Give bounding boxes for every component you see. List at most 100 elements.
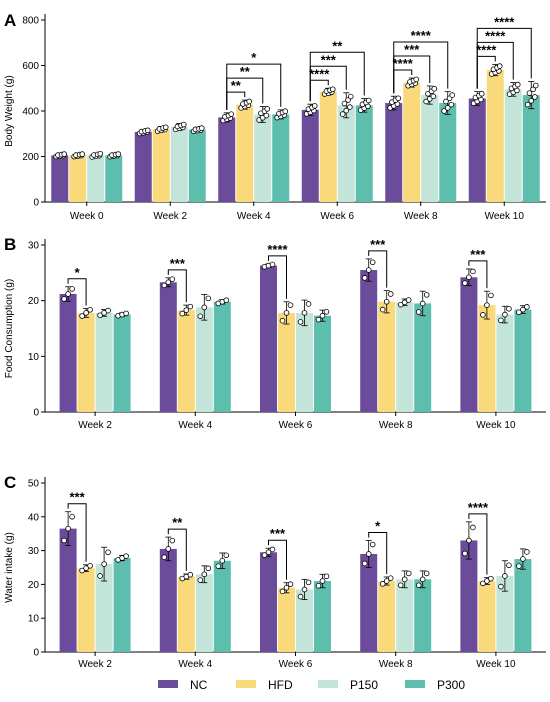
y-tick-label: 30 [28,241,40,252]
data-point [180,121,187,128]
data-point [197,313,204,320]
data-point [488,575,494,582]
bar-p300 [522,95,540,202]
data-point [246,98,253,105]
significance-label: * [375,518,381,533]
data-point [183,307,190,313]
y-tick-label: 0 [33,648,39,659]
significance-label: *** [470,247,486,262]
x-tick-label: Week 4 [178,420,212,431]
significance-bracket [67,278,87,306]
data-point [219,557,226,564]
data-point [514,81,521,88]
data-point [405,297,412,303]
panel-b: B Food Consumption (g) 0 10 20 30 Week 2 Week 4… [4,235,546,431]
data-point [480,312,486,318]
legend-label: P300 [437,678,465,692]
bar-p300 [414,579,432,652]
data-point [165,279,172,286]
bar-nc [260,265,277,412]
data-point [205,295,212,302]
significance-bracket [67,503,87,562]
data-point [319,578,326,584]
bar-nc [218,117,236,202]
y-tick-label: 30 [28,546,40,557]
data-point [123,553,129,559]
bar-hfd [478,581,496,652]
data-point [516,563,522,569]
data-point [187,571,194,578]
legend: NC HFD P150 P300 [158,678,465,692]
data-point [261,552,268,558]
bar-hfd [486,70,504,202]
data-point [165,546,172,552]
data-point [415,582,422,589]
data-point [79,151,86,157]
significance-label: *** [404,42,420,57]
data-point [161,554,168,560]
y-axis-label: Food Consumption (g) [4,279,15,379]
data-point [423,292,430,298]
bar-p300 [272,114,290,202]
x-tick-label: Week 6 [279,659,313,670]
bar-hfd [152,129,170,202]
panel-letter: A [4,11,16,30]
x-tick-label: Week 0 [70,211,104,222]
data-point [201,571,208,578]
data-point [215,563,222,569]
significance-bracket [368,531,388,574]
bar-nc [360,270,378,412]
x-tick-label: Week 10 [476,659,516,670]
bar-p300 [414,303,432,412]
bar-p300 [314,315,331,412]
y-tick-label: 0 [33,198,39,209]
bar-nc [159,282,177,412]
data-point [444,105,451,111]
data-point [319,312,326,319]
y-tick-label: 800 [22,16,39,27]
data-point [201,304,208,311]
data-point [532,94,538,100]
bar-hfd [278,312,295,412]
x-tick-label: Week 2 [78,659,112,670]
data-point [123,310,129,317]
significance-bracket [468,513,488,575]
bar-p150 [396,579,414,652]
panel-a: A Body Weight (g) 0 200 400 600 800 Week 0 Week … [4,11,546,222]
legend-label: P150 [350,678,378,692]
bar-hfd [69,155,87,202]
bar-p150 [396,302,414,412]
data-point [419,300,426,307]
data-point [279,588,286,595]
legend-swatch [405,680,425,688]
panel-letter: C [4,473,16,492]
bar-p300 [314,581,331,652]
data-point [443,98,449,105]
data-point [323,308,330,315]
data-point [383,298,390,305]
significance-label: **** [476,42,497,57]
data-point [287,581,294,588]
data-point [69,286,75,292]
legend-swatch [318,680,338,688]
data-point [466,537,472,544]
significance-label: *** [170,256,186,271]
bar-nc [159,548,177,652]
data-point [161,282,168,289]
data-point [343,107,350,114]
data-point [69,513,75,520]
bar-hfd [177,576,195,652]
significance-bracket [226,63,282,110]
bar-p300 [105,155,123,202]
data-point [387,575,394,581]
data-point [524,101,531,108]
bar-p150 [496,575,514,652]
data-point [97,312,103,319]
data-point [401,576,408,583]
bar-p300 [514,309,532,412]
bar-nc [59,293,77,412]
data-point [228,111,235,117]
significance-label: **** [393,56,414,71]
data-point [347,93,354,100]
